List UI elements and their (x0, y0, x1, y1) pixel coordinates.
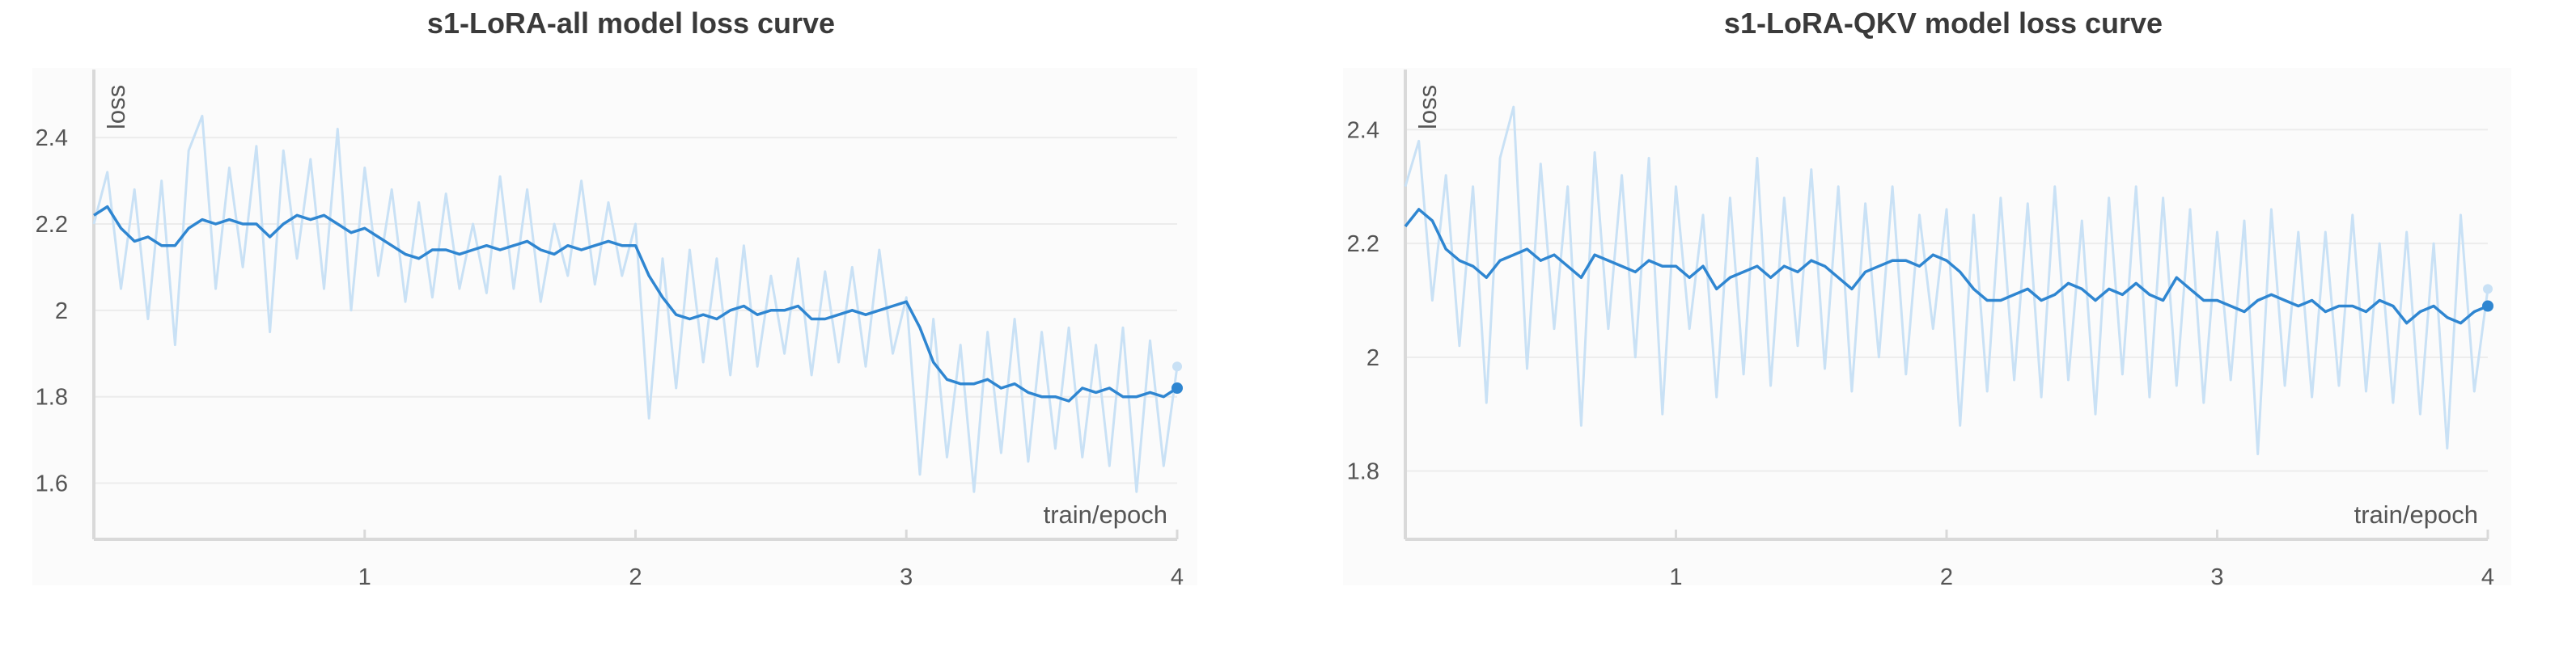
plot-background (1343, 68, 2511, 585)
chart-title: s1-LoRA-QKV model loss curve (1723, 6, 2163, 40)
x-axis-label: train/epoch (2354, 500, 2478, 529)
chart-panel-lora-qkv: s1-LoRA-QKV model loss curve 1.8 2 2.2 2.4 1… (1311, 0, 2576, 663)
x-tick-label: 3 (900, 564, 913, 590)
chart-canvas: 1.6 1.8 2 2.2 2.4 1 2 3 4 loss train/epoch (32, 68, 1197, 590)
y-tick-label: 2.2 (1347, 231, 1379, 257)
x-tick-label: 2 (1940, 564, 1953, 590)
chart-panel-lora-all: s1-LoRA-all model loss curve 1.6 1.8 2 2.2 2… (0, 0, 1262, 663)
y-tick-label: 2.4 (36, 125, 68, 151)
chart-title: s1-LoRA-all model loss curve (426, 6, 836, 40)
y-tick-label: 1.8 (36, 385, 68, 411)
y-axis-label: loss (1413, 85, 1442, 129)
y-tick-label: 1.8 (1347, 459, 1379, 485)
smoothed-endpoint-marker (2482, 300, 2493, 312)
x-tick-label: 4 (1171, 564, 1184, 590)
plot-background (32, 68, 1197, 585)
y-tick-label: 1.6 (36, 471, 68, 497)
chart-canvas: 1.8 2 2.2 2.4 1 2 3 4 loss train/epoch (1343, 68, 2511, 590)
x-tick-label: 1 (1669, 564, 1682, 590)
smoothed-endpoint-marker (1171, 382, 1183, 395)
raw-loss-line (1404, 105, 2489, 455)
x-axis-label: train/epoch (1044, 500, 1167, 529)
x-tick-label: 2 (629, 564, 642, 590)
x-tick-label: 4 (2481, 564, 2494, 590)
raw-endpoint-marker (1172, 361, 1182, 372)
x-tick-label: 3 (2210, 564, 2223, 590)
x-tick-label: 1 (358, 564, 371, 590)
raw-loss-line (92, 114, 1179, 493)
y-tick-label: 2 (55, 298, 68, 324)
y-tick-label: 2.2 (36, 212, 68, 238)
smoothed-loss-line (1404, 208, 2489, 325)
y-tick-label: 2.4 (1347, 117, 1379, 143)
y-tick-label: 2 (1366, 345, 1379, 371)
y-axis-label: loss (102, 85, 130, 129)
smoothed-loss-line (93, 205, 1178, 403)
raw-endpoint-marker (2483, 284, 2493, 294)
